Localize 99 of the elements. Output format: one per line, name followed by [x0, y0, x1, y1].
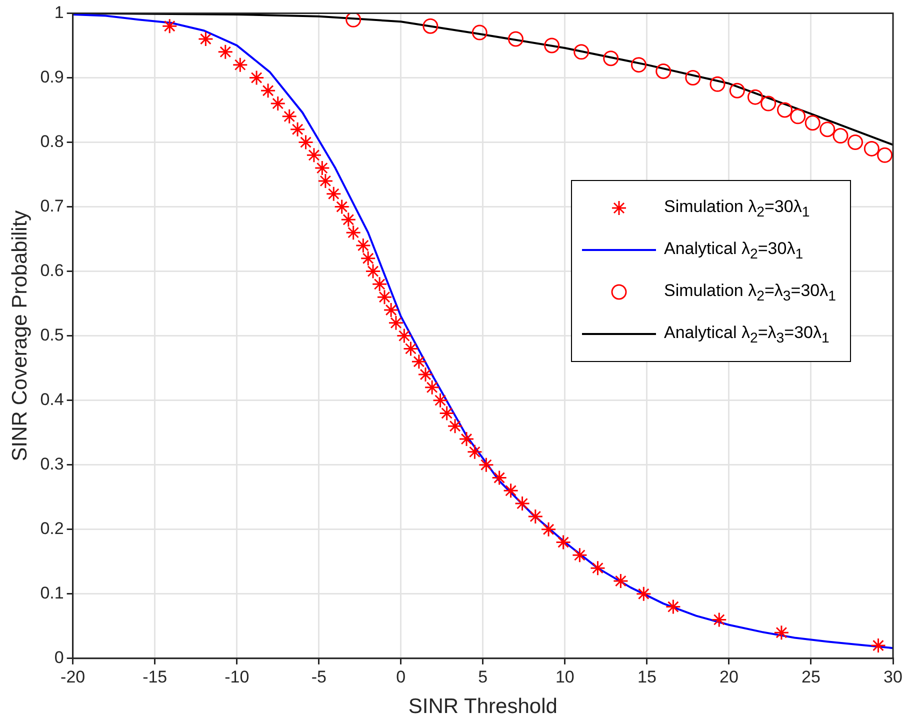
x-axis-title: SINR Threshold: [408, 695, 558, 718]
point: [360, 250, 376, 266]
point: [376, 289, 392, 305]
point: [804, 115, 820, 131]
y-tick-label: 0.5: [40, 325, 64, 344]
point: [282, 108, 298, 124]
y-tick-label: 0.1: [40, 584, 64, 603]
x-tick-label: 20: [720, 667, 738, 686]
point: [383, 302, 399, 318]
point: [248, 70, 264, 86]
point: [590, 560, 606, 576]
point: [355, 238, 371, 254]
point: [458, 431, 474, 447]
point: [710, 76, 726, 92]
point: [346, 13, 362, 28]
point: [418, 366, 434, 382]
y-axis-title: SINR Coverage Probability: [8, 210, 32, 462]
point: [540, 522, 556, 538]
point: [388, 315, 404, 331]
y-tick-label: 1: [54, 2, 64, 22]
point: [298, 134, 314, 150]
point: [422, 18, 438, 34]
point: [832, 128, 848, 144]
point: [574, 44, 590, 60]
point: [656, 64, 672, 80]
y-tick-label: 0.2: [40, 519, 64, 538]
x-tick-label: 5: [478, 667, 488, 686]
point: [365, 264, 381, 280]
x-tick-label: 15: [637, 667, 656, 686]
legend-label: Simulation λ$_{2}$=30λ$_{1}$: [664, 196, 810, 220]
point: [820, 122, 836, 138]
point: [447, 418, 463, 434]
y-tick-label: 0.4: [40, 390, 64, 410]
x-tick-label: -15: [142, 667, 168, 686]
point: [162, 18, 178, 34]
point: [685, 70, 701, 86]
point: [402, 340, 418, 356]
point: [572, 547, 588, 563]
point: [260, 82, 276, 98]
point: [774, 624, 790, 640]
y-tick-label: 0.6: [40, 260, 64, 280]
point: [776, 102, 792, 118]
point: [556, 534, 572, 550]
point: [290, 122, 306, 138]
point: [424, 380, 440, 396]
point: [198, 31, 214, 47]
point: [396, 328, 412, 344]
y-tick-label: 0.3: [40, 454, 64, 474]
point: [508, 31, 524, 47]
point: [478, 457, 494, 473]
x-tick-label: 0: [396, 667, 406, 686]
y-tick-label: 0.7: [40, 196, 64, 216]
point: [314, 160, 330, 176]
x-tick-label: -5: [311, 667, 326, 686]
point: [612, 573, 628, 589]
point: [432, 392, 448, 408]
point: [372, 276, 388, 292]
y-tick-label: 0: [54, 648, 64, 668]
point: [466, 444, 482, 460]
point: [711, 612, 727, 628]
point: [544, 38, 560, 54]
point: [514, 496, 530, 512]
point: [411, 354, 427, 370]
point: [870, 638, 886, 654]
point: [864, 140, 880, 156]
point: [306, 147, 322, 163]
x-tick-label: 10: [555, 667, 574, 686]
legend-label: Analytical λ$_{2}$=λ$_{3}$=30λ$_{1}$: [664, 322, 830, 346]
y-tick-label: 0.9: [40, 67, 64, 86]
point: [877, 147, 893, 163]
point: [665, 599, 681, 615]
x-tick-label: 25: [802, 667, 820, 686]
legend-label: Simulation λ$_{2}$=λ$_{3}$=30λ$_{1}$: [664, 280, 836, 304]
point: [340, 212, 356, 228]
point: [503, 482, 519, 498]
point: [472, 24, 488, 40]
x-tick-label: 30: [884, 667, 902, 686]
point: [318, 173, 334, 189]
point: [326, 186, 342, 202]
point: [439, 405, 455, 421]
point: [528, 508, 544, 524]
legend-label: Analytical λ$_{2}$=30λ$_{1}$: [664, 238, 804, 262]
point: [790, 108, 806, 124]
point: [232, 57, 248, 73]
point: [218, 44, 234, 60]
y-tick-label: 0.8: [40, 132, 64, 151]
point: [747, 89, 763, 105]
x-tick-label: -10: [224, 667, 250, 686]
point: [603, 50, 619, 66]
point: [636, 586, 652, 602]
point: [729, 82, 745, 98]
point: [848, 134, 864, 150]
x-tick-label: -20: [60, 667, 86, 686]
point: [760, 96, 776, 112]
point: [270, 96, 286, 112]
point: [346, 224, 362, 240]
point: [631, 57, 646, 73]
point: [334, 199, 350, 215]
point: [492, 470, 508, 486]
